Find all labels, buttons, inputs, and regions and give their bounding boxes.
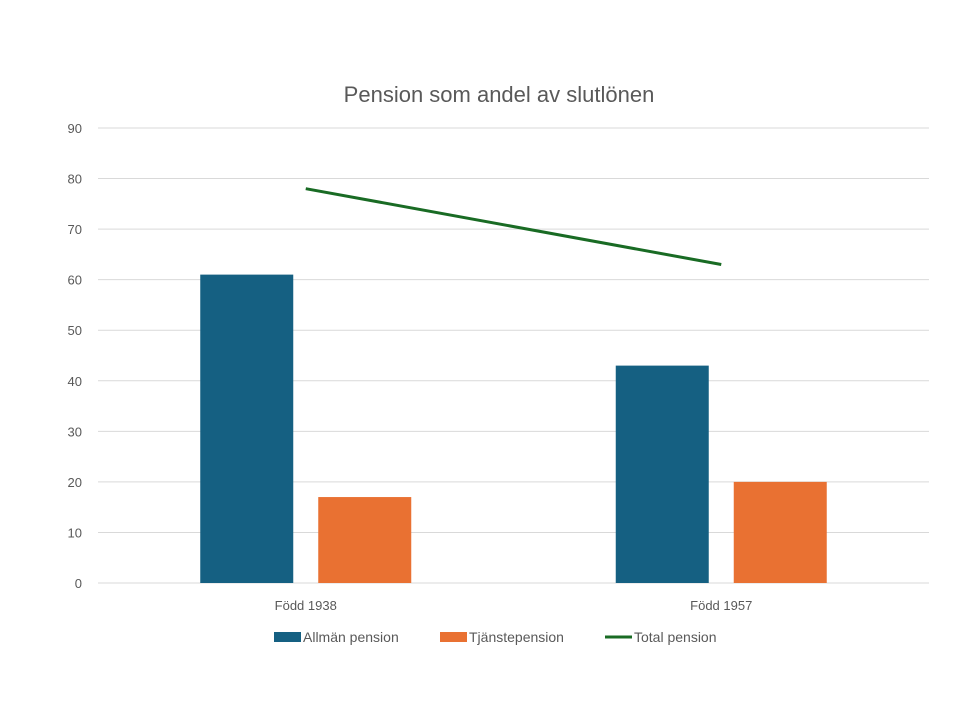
y-tick-label: 40 [68, 374, 82, 389]
chart-title: Pension som andel av slutlönen [344, 82, 655, 107]
y-tick-label: 0 [75, 576, 82, 591]
legend: Allmän pension Tjänstepension Total pensio… [274, 629, 717, 645]
y-tick-label: 10 [68, 525, 82, 540]
total-pension-line [305, 187, 722, 266]
bar [200, 274, 294, 583]
y-axis-ticks: 0 10 20 30 40 50 60 70 80 90 [68, 121, 82, 591]
legend-label: Allmän pension [303, 629, 399, 645]
x-axis-labels: Född 1938 Född 1957 [275, 598, 753, 613]
y-tick-label: 70 [68, 222, 82, 237]
bar [615, 365, 709, 583]
y-tick-label: 60 [68, 273, 82, 288]
legend-swatch [274, 632, 301, 642]
y-tick-label: 20 [68, 475, 82, 490]
bars [200, 274, 827, 583]
legend-label: Total pension [634, 629, 717, 645]
x-category-label: Född 1957 [690, 598, 752, 613]
legend-swatch [440, 632, 467, 642]
bar [733, 481, 827, 583]
y-tick-label: 90 [68, 121, 82, 136]
total-line [305, 187, 722, 266]
x-category-label: Född 1938 [275, 598, 337, 613]
y-tick-label: 80 [68, 172, 82, 187]
y-tick-label: 50 [68, 323, 82, 338]
bar [318, 497, 412, 583]
y-tick-label: 30 [68, 424, 82, 439]
legend-label: Tjänstepension [469, 629, 564, 645]
